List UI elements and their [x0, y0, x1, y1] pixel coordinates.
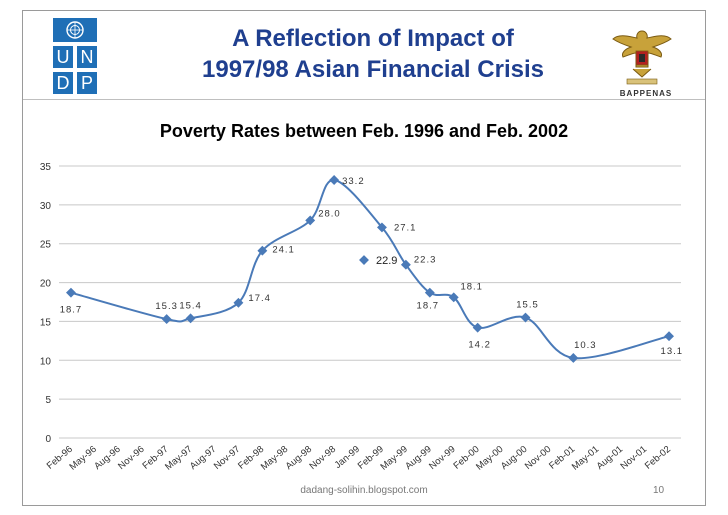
- x-tick-label: May-96: [67, 444, 98, 473]
- legend-label: 22.9: [376, 255, 397, 267]
- poverty-rate-line: [70, 178, 670, 360]
- data-point: [472, 322, 483, 333]
- title-line-1: A Reflection of Impact of: [232, 25, 514, 52]
- series-line: [66, 175, 674, 363]
- y-tick-label: 5: [45, 395, 51, 406]
- page-number: 10: [653, 485, 665, 496]
- undp-letter-n: N: [77, 46, 97, 68]
- y-tick-label: 10: [40, 356, 52, 367]
- y-tick-label: 0: [45, 434, 51, 445]
- data-label: 15.3: [155, 301, 178, 312]
- chart-title: Poverty Rates between Feb. 1996 and Feb.…: [159, 121, 569, 141]
- y-axis: 0 5 10 15 20 25 30 35: [40, 162, 52, 445]
- x-tick-label: Aug-01: [595, 444, 626, 472]
- x-tick-label: May-99: [378, 444, 409, 473]
- undp-letter-d: D: [53, 72, 73, 94]
- undp-logo: U N D P: [53, 18, 97, 94]
- title-line-2: 1997/98 Asian Financial Crisis: [202, 56, 544, 83]
- data-label: 17.4: [248, 293, 271, 304]
- data-label: 18.1: [460, 281, 483, 292]
- slide-title: A Reflection of Impact of 1997/98 Asian …: [163, 23, 583, 85]
- data-point: [520, 312, 531, 323]
- data-point: [161, 314, 172, 325]
- data-label: 13.1: [661, 346, 684, 357]
- legend: 22.9: [359, 255, 397, 267]
- x-tick-label: Nov-98: [308, 444, 339, 472]
- x-tick-label: Nov-00: [523, 444, 554, 472]
- data-label: 27.1: [394, 222, 417, 233]
- data-point: [448, 292, 459, 303]
- data-label: 18.7: [60, 305, 83, 316]
- data-label: 22.3: [414, 255, 437, 266]
- x-tick-label: May-97: [163, 444, 194, 473]
- x-tick-label: Nov-97: [212, 444, 243, 472]
- garuda-emblem-icon: [611, 25, 673, 93]
- data-label: 28.0: [318, 208, 341, 219]
- poverty-rate-chart: 0 5 10 15 20 25 30 35 Feb-96May-96Aug-96Nov-96F…: [40, 162, 684, 473]
- legend-marker: [359, 255, 369, 265]
- data-label: 15.4: [179, 300, 202, 311]
- data-label: 15.5: [516, 300, 539, 311]
- undp-letter-p: P: [77, 72, 97, 94]
- x-tick-label: Aug-96: [92, 444, 123, 472]
- slide: U N D P A Reflection of Impact of 1997/9…: [22, 10, 706, 506]
- x-axis: Feb-96May-96Aug-96Nov-96Feb-97May-97Aug-…: [45, 444, 673, 473]
- data-label: 18.7: [417, 301, 440, 312]
- data-label: 14.2: [468, 340, 491, 351]
- data-point: [568, 353, 579, 363]
- x-tick-label: May-01: [570, 444, 601, 473]
- x-tick-label: Aug-97: [188, 444, 219, 472]
- data-label: 24.1: [272, 245, 295, 256]
- x-tick-label: Aug-98: [284, 444, 315, 472]
- data-point: [66, 287, 76, 298]
- x-tick-label: Aug-00: [499, 444, 530, 472]
- data-point: [185, 313, 196, 324]
- data-point: [377, 222, 387, 233]
- data-point: [233, 297, 244, 308]
- data-point: [257, 245, 268, 256]
- un-emblem-icon: [53, 18, 97, 42]
- x-tick-label: Feb-02: [643, 444, 673, 472]
- x-tick-label: Aug-99: [403, 444, 434, 472]
- y-tick-label: 35: [40, 162, 52, 173]
- x-tick-label: Nov-01: [619, 444, 650, 472]
- bappenas-label: BAPPENAS: [619, 89, 673, 98]
- data-label: 10.3: [574, 340, 597, 351]
- footer-url: dadang-solihin.blogspot.com: [300, 485, 428, 496]
- y-tick-label: 20: [40, 279, 52, 290]
- data-point: [329, 175, 340, 185]
- chart-grid: [59, 165, 681, 439]
- x-tick-label: Nov-99: [427, 444, 458, 472]
- y-tick-label: 25: [40, 240, 52, 251]
- header: U N D P A Reflection of Impact of 1997/9…: [23, 11, 705, 100]
- x-tick-label: May-00: [474, 444, 505, 473]
- x-tick-label: Nov-96: [116, 444, 147, 472]
- x-tick-label: May-98: [259, 444, 290, 473]
- data-point: [664, 331, 674, 342]
- data-labels: 18.7 15.3 15.4 17.4 24.1 28.0 33.2 27.1 22.3 18.7…: [60, 176, 684, 357]
- y-tick-label: 15: [40, 317, 52, 328]
- data-label: 33.2: [342, 176, 365, 187]
- undp-letter-u: U: [53, 46, 73, 68]
- y-tick-label: 30: [40, 201, 52, 212]
